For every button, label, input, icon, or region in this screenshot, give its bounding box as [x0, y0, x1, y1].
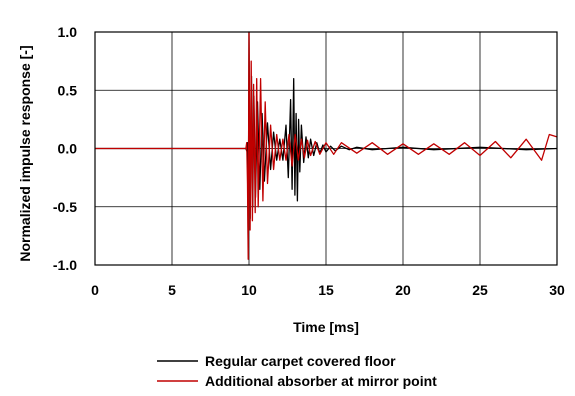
series-layer: [95, 31, 558, 260]
plot-frame: [94, 31, 558, 266]
legend: Regular carpet covered floor Additional a…: [157, 353, 437, 389]
x-tick-label: 20: [395, 282, 411, 298]
x-tick-label: 15: [318, 282, 334, 298]
y-tick-label: 0.0: [58, 141, 78, 157]
x-tick-label: 25: [472, 282, 488, 298]
y-tick-label: -0.5: [53, 199, 77, 215]
legend-label-2: Additional absorber at mirror point: [205, 373, 437, 389]
y-tick-label: -1.0: [53, 257, 77, 273]
x-axis-label: Time [ms]: [293, 319, 359, 335]
y-tick-label: 1.0: [58, 24, 78, 40]
y-axis-label: Normalized impulse response [-]: [17, 45, 33, 261]
x-tick-label: 5: [168, 282, 176, 298]
x-tick-label: 10: [241, 282, 257, 298]
x-tick-label: 30: [549, 282, 565, 298]
legend-label-1: Regular carpet covered floor: [205, 353, 396, 369]
x-tick-labels: 0 5 10 15 20 25 30: [91, 282, 565, 298]
series-line-2: [95, 31, 558, 260]
y-tick-labels: 1.0 0.5 0.0 -0.5 -1.0: [53, 24, 77, 273]
x-tick-label: 0: [91, 282, 99, 298]
y-tick-label: 0.5: [58, 82, 78, 98]
